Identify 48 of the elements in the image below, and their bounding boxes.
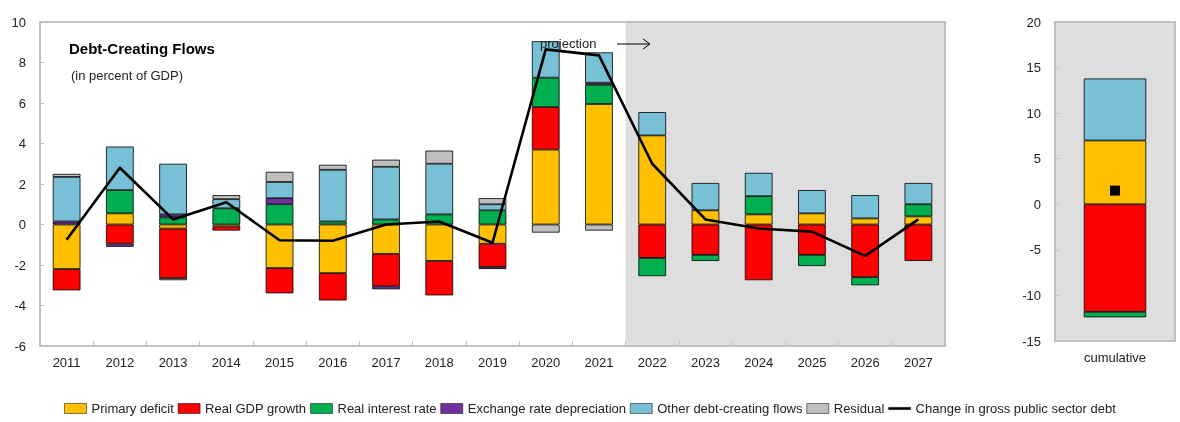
x-tick-label: 2025: [797, 355, 827, 370]
y-tick-label: 8: [18, 55, 26, 70]
legend-label: Residual: [833, 401, 885, 416]
x-tick-label: 2024: [744, 355, 774, 370]
legend-label: Exchange rate depreciation: [467, 401, 627, 416]
legend-label: Real GDP growth: [205, 401, 307, 416]
x-tick-label: 2027: [903, 355, 933, 370]
x-tick-label: 2021: [584, 355, 614, 370]
legend-label: Primary deficit: [91, 401, 175, 416]
y-tick-label: -15: [1022, 333, 1041, 349]
annotation: projection: [540, 36, 597, 51]
y-tick-label: 6: [18, 95, 26, 111]
y-tick-label: 20: [1026, 14, 1041, 30]
y-tick-label: -4: [14, 298, 26, 313]
y-tick-label: -6: [14, 338, 26, 354]
legend-label: Other debt-creating flows: [657, 401, 803, 416]
y-tick-label: 0: [1033, 196, 1041, 212]
bar: [318, 169, 347, 222]
x-tick-label: 2013: [158, 355, 188, 370]
x-tick-label: cumulative: [1083, 350, 1147, 365]
x-tick-label: 2019: [478, 355, 507, 370]
x-tick-label: 2011: [52, 355, 81, 370]
y-tick-label: -5: [1029, 242, 1041, 258]
y-tick-label: 0: [18, 217, 26, 232]
x-tick-label: 2017: [371, 355, 401, 370]
x-tick-label: 2015: [265, 355, 295, 370]
y-tick-label: 2: [18, 176, 26, 192]
x-tick-label: 2023: [690, 355, 720, 370]
x-tick-label: 2012: [105, 355, 135, 370]
y-tick-label: 4: [18, 136, 26, 151]
y-tick-label: 10: [11, 14, 26, 30]
legend-label: Real interest rate: [337, 401, 437, 416]
bar: [159, 228, 187, 279]
y-tick-label: 15: [1026, 60, 1041, 76]
x-tick-label: 2018: [424, 355, 454, 370]
bar: [159, 163, 187, 215]
text: Debt-Creating Flows: [69, 40, 215, 57]
x-tick-label: 2026: [850, 355, 880, 370]
x-tick-label: 2014: [211, 355, 241, 370]
y-tick-label: 10: [1026, 105, 1041, 121]
y-tick-label: 5: [1033, 151, 1041, 167]
x-tick-label: 2020: [531, 355, 561, 370]
legend-label: Change in gross public sector debt: [915, 401, 1117, 416]
x-tick-label: 2016: [318, 355, 348, 370]
y-tick-label: -10: [1022, 287, 1041, 303]
text: (in percent of GDP): [71, 68, 183, 83]
x-tick-label: 2022: [637, 355, 667, 370]
y-tick-label: -2: [14, 257, 26, 273]
